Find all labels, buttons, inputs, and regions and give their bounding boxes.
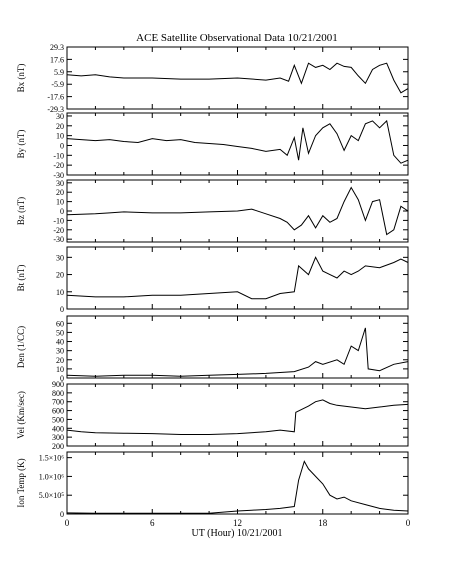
y-tick-label: 20 — [56, 122, 64, 131]
series-line — [66, 186, 409, 236]
y-tick-label: 500 — [52, 415, 64, 424]
y-tick-label: 0 — [60, 141, 64, 150]
y-tick-label: 20 — [56, 271, 64, 280]
panel-frame — [66, 315, 409, 379]
y-axis-label: Bz (nT) — [16, 197, 26, 225]
y-tick-label: 0 — [60, 207, 64, 216]
x-tick-label: 0 — [65, 518, 70, 528]
y-axis-label: Ion Temp (K) — [16, 458, 26, 507]
x-axis: 0 6 12 18 0 — [65, 518, 411, 528]
y-tick-label: -10 — [53, 216, 64, 225]
y-tick-label: 20 — [56, 356, 64, 365]
y-tick-label: 10 — [56, 365, 64, 374]
x-tick-label: 6 — [150, 518, 155, 528]
y-tick-label: 900 — [52, 380, 64, 389]
panels: 29.317.65.9-5.9-17.6-29.3Bx (nT)3020100-… — [16, 43, 409, 519]
y-tick-label: 50 — [56, 328, 64, 337]
y-tick-label: 30 — [56, 112, 64, 121]
y-axis-label: Den (1/CC) — [16, 326, 26, 368]
y-tick-label: 800 — [52, 389, 64, 398]
y-tick-label: -17.6 — [47, 93, 64, 102]
series-line — [66, 399, 409, 435]
y-tick-label: 60 — [56, 319, 64, 328]
y-axis-label: By (nT) — [16, 130, 26, 159]
y-tick-label: 30 — [56, 253, 64, 262]
y-tick-label: -10 — [53, 151, 64, 160]
y-tick-label: 29.3 — [50, 43, 64, 52]
y-tick-label: -30 — [53, 171, 64, 180]
chart-title: ACE Satellite Observational Data 10/21/2… — [136, 32, 338, 44]
series-line — [66, 119, 409, 164]
y-tick-label: -20 — [53, 226, 64, 235]
y-tick-label: 17.6 — [50, 55, 64, 64]
y-tick-label: 5.9 — [54, 68, 64, 77]
y-axis-label: Bt (nT) — [16, 265, 26, 292]
y-tick-label: -20 — [53, 161, 64, 170]
y-tick-label: 600 — [52, 407, 64, 416]
y-axis-label: Bx (nT) — [16, 64, 26, 93]
y-tick-label: 10 — [56, 132, 64, 141]
y-tick-label: 700 — [52, 398, 64, 407]
series-line — [66, 460, 409, 514]
y-tick-label: 0 — [60, 510, 64, 519]
panel-3: 30 20 10 0 Bt (nT) — [16, 246, 409, 314]
y-tick-label: 1.5×10⁶ — [39, 454, 65, 463]
y-axis-label: Vel (Km/sec) — [16, 391, 26, 439]
y-tick-label: 30 — [56, 347, 64, 356]
y-tick-label: -5.9 — [51, 80, 64, 89]
panel-frame — [66, 112, 409, 176]
y-tick-label: 5.0×10⁵ — [39, 491, 65, 500]
panel-6: 1.5×10⁶ 1.0×10⁶ 5.0×10⁵ 0 Ion Temp (K) — [16, 451, 409, 519]
y-tick-label: 10 — [56, 198, 64, 207]
y-tick-label: -30 — [53, 235, 64, 244]
x-axis-label: UT (Hour) 10/21/2001 — [192, 528, 283, 539]
panel-frame — [66, 383, 409, 447]
y-tick-label: 400 — [52, 424, 64, 433]
y-tick-label: 40 — [56, 338, 64, 347]
y-tick-label: 10 — [56, 288, 64, 297]
y-tick-label: 1.0×10⁶ — [39, 472, 65, 481]
y-tick-label: 30 — [56, 179, 64, 188]
y-tick-label: 300 — [52, 433, 64, 442]
y-tick-label: 0 — [60, 374, 64, 383]
panel-0: 29.3 17.6 5.9 -5.9 -17.6 -29.3 Bx (nT) — [16, 43, 409, 114]
series-line — [66, 256, 409, 300]
y-tick-label: -29.3 — [47, 105, 64, 114]
y-tick-label: 20 — [56, 188, 64, 197]
x-tick-label: 0 — [406, 518, 411, 528]
panel-frame — [66, 246, 409, 310]
panel-frame — [66, 451, 409, 515]
y-tick-label: 200 — [52, 442, 64, 451]
series-line — [66, 62, 409, 94]
x-tick-label: 12 — [233, 518, 242, 528]
series-line — [66, 327, 409, 377]
x-tick-label: 18 — [318, 518, 328, 528]
y-tick-label: 0 — [60, 305, 64, 314]
